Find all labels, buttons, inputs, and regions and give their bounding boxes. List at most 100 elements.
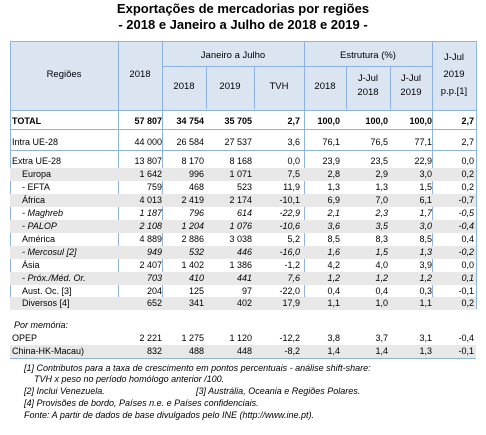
cell-value: 0,4 — [375, 286, 388, 296]
table-row: - PALOP 2 108 1 204 1 076 -10,6 3,6 3,5 3,0 -0,4 — [10, 220, 476, 233]
cell-value: 2,1 — [327, 208, 340, 218]
row-label: TOTAL — [12, 116, 42, 126]
table-subtitle: - 2018 e Janeiro a Julho de 2018 e 2019 … — [118, 17, 368, 32]
cell-value: 2,3 — [375, 208, 388, 218]
row-divider — [10, 150, 476, 151]
header-regioes: Regiões — [46, 69, 82, 80]
cell-value: 17,9 — [282, 298, 300, 308]
cell-value: -0,7 — [458, 195, 474, 205]
cell-value: 3,6 — [327, 221, 340, 231]
cell-value: 1 120 — [229, 333, 252, 343]
cell-value: 0,4 — [327, 286, 340, 296]
cell-value: 3,0 — [419, 221, 432, 231]
cell-value: 7,6 — [287, 273, 300, 283]
header-e-jjul-2018-a: J-Jul — [357, 73, 379, 84]
row-divider — [10, 129, 476, 130]
cell-value: 3,8 — [327, 333, 340, 343]
cell-value: -0,4 — [458, 333, 474, 343]
cell-value: 76,5 — [370, 137, 388, 147]
cell-value: -22,9 — [279, 208, 300, 218]
cell-value: 441 — [236, 273, 252, 283]
row-label: - Maghreb — [22, 208, 64, 218]
cell-value: -0,2 — [458, 247, 474, 257]
table-row: TOTAL 57 807 34 754 35 705 2,7 100,0 100,0 100,… — [10, 115, 476, 128]
footnote-2: [2] Inclui Venezuela. — [24, 386, 105, 396]
cell-value: 1,6 — [327, 247, 340, 257]
cell-value: 949 — [146, 247, 162, 257]
memo-row: OPEP 2 221 1 275 1 120 -12,2 3,8 3,7 3,1 -0,4 — [10, 332, 476, 345]
cell-value: 523 — [236, 182, 252, 192]
header-2018: 2018 — [129, 69, 151, 80]
cell-value: 1,3 — [375, 182, 388, 192]
cell-value: 0,3 — [419, 286, 432, 296]
cell-value: -10,6 — [279, 221, 300, 231]
cell-value: 8 168 — [229, 156, 252, 166]
table-row: - Mercosul [2] 949 532 446 -16,0 1,6 1,5 1,3 -0,… — [10, 246, 476, 259]
cell-value: 488 — [188, 346, 204, 356]
cell-value: 1 386 — [229, 260, 252, 270]
cell-value: -16,0 — [279, 247, 300, 257]
col-divider — [206, 66, 207, 109]
row-label: - Próx./Méd. Or. — [22, 273, 86, 283]
cell-value: 2,7 — [461, 137, 474, 147]
cell-value: -0,5 — [458, 208, 474, 218]
cell-value: 1 187 — [139, 208, 162, 218]
cell-value: 2 221 — [139, 333, 162, 343]
cell-value: 13 807 — [134, 156, 162, 166]
cell-value: 5,2 — [287, 234, 300, 244]
table-row: Diversos [4] 652 341 402 17,9 1,1 1,0 1,1 0,2 — [10, 297, 476, 310]
cell-value: 996 — [188, 169, 204, 179]
col-divider — [390, 66, 391, 109]
cell-value: 204 — [146, 286, 162, 296]
cell-value: 4 889 — [139, 234, 162, 244]
cell-value: 0,4 — [461, 234, 474, 244]
cell-value: 1,0 — [375, 298, 388, 308]
row-label: - PALOP — [22, 221, 57, 231]
cell-value: 2 886 — [181, 234, 204, 244]
table-row: África 4 013 2 419 2 174 -10,1 6,9 7,0 6,1 -0,7 — [10, 194, 476, 207]
row-label: - Mercosul [2] — [22, 247, 77, 257]
cell-value: 402 — [236, 298, 252, 308]
cell-value: 35 705 — [224, 116, 252, 126]
cell-value: -0,1 — [458, 346, 474, 356]
table-row: Europa 1 642 996 1 071 7,5 2,8 2,9 3,0 0,2 — [10, 168, 476, 181]
cell-value: -12,2 — [279, 333, 300, 343]
row-label: OPEP — [12, 333, 38, 343]
table-row: Extra UE-28 13 807 8 170 8 168 0,0 23,9 23,5 22… — [10, 155, 476, 168]
table-row: Ásia 2 407 1 402 1 386 -1,2 4,2 4,0 3,9 0,0 — [10, 259, 476, 272]
cell-value: 1 076 — [229, 221, 252, 231]
cell-value: -0,1 — [458, 286, 474, 296]
table-row: - Próx./Méd. Or. 703 410 441 7,6 1,2 1,2 1,2 0,1 — [10, 272, 476, 285]
row-label: Europa — [22, 169, 52, 179]
row-label: Intra UE-28 — [12, 137, 59, 147]
cell-value: 3,7 — [375, 333, 388, 343]
cell-value: 3,5 — [375, 221, 388, 231]
cell-value: 8,3 — [375, 234, 388, 244]
row-label: Extra UE-28 — [12, 156, 62, 166]
cell-value: 2,7 — [461, 116, 474, 126]
cell-value: 703 — [146, 273, 162, 283]
cell-value: 1 204 — [181, 221, 204, 231]
cell-value: 3,1 — [419, 333, 432, 343]
cell-value: 8,5 — [419, 234, 432, 244]
cell-value: 1,2 — [375, 273, 388, 283]
cell-value: 8 170 — [181, 156, 204, 166]
cell-value: 3,0 — [419, 169, 432, 179]
header-e-jjul-2018-b: 2018 — [357, 87, 379, 98]
cell-value: 446 — [236, 247, 252, 257]
cell-value: 1,2 — [419, 273, 432, 283]
cell-value: 832 — [146, 346, 162, 356]
footnote-4: [4] Provisões de bordo, Países n.e. e Pa… — [24, 398, 259, 408]
cell-value: 0,0 — [461, 156, 474, 166]
cell-value: 7,0 — [375, 195, 388, 205]
cell-value: 22,9 — [414, 156, 432, 166]
row-label: Ásia — [22, 260, 40, 270]
cell-value: -22,0 — [279, 286, 300, 296]
header-divider — [162, 66, 432, 67]
cell-value: 1 642 — [139, 169, 162, 179]
cell-value: 6,1 — [419, 195, 432, 205]
cell-value: 0,0 — [287, 156, 300, 166]
cell-value: 3,9 — [419, 260, 432, 270]
cell-value: 26 584 — [176, 137, 204, 147]
table-row: América 4 889 2 886 3 038 5,2 8,5 8,3 8,5 0,4 — [10, 233, 476, 246]
